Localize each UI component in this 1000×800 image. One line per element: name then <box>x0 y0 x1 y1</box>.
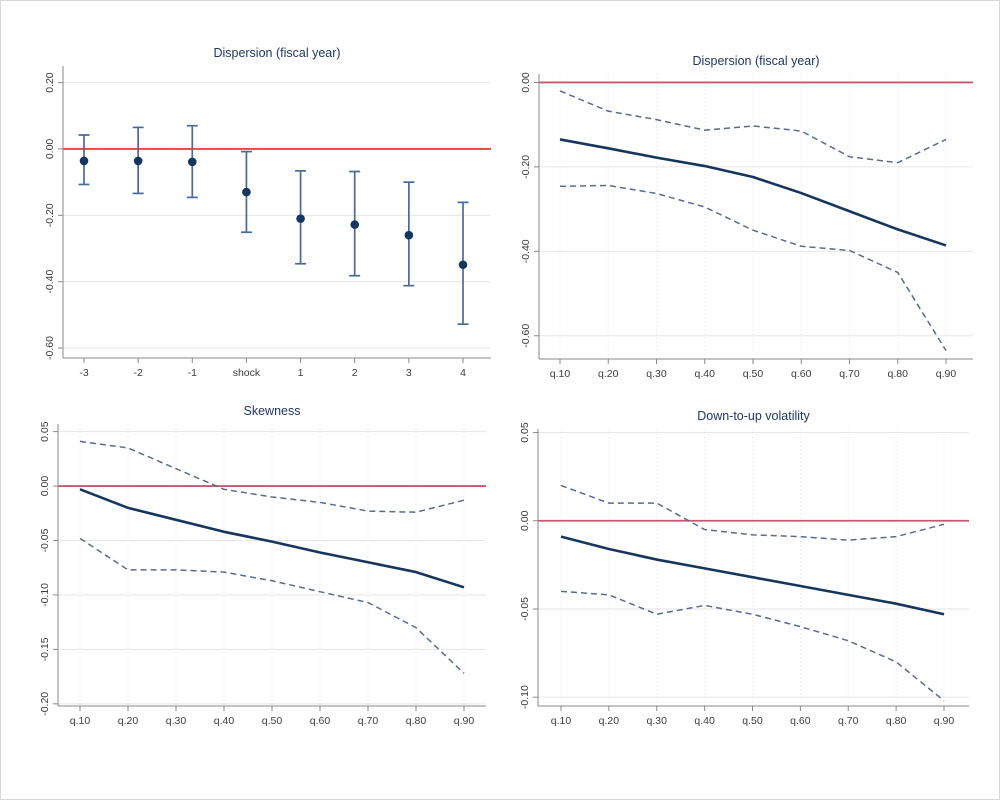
svg-text:q.50: q.50 <box>742 715 763 727</box>
svg-text:q.10: q.10 <box>551 715 572 727</box>
chart-dispersion-event-study: 0.20 0.00 -0.20 -0.40 -0.60 -3 -2 -1 shock 1 2 3 4 <box>44 66 491 379</box>
svg-text:q.90: q.90 <box>454 715 475 727</box>
svg-text:q.20: q.20 <box>118 715 139 727</box>
svg-text:0.00: 0.00 <box>519 510 531 531</box>
panel-grid: Dispersion (fiscal year) 0.20 0.00 -0.20 -0… <box>1 41 999 761</box>
panel-dispersion-event-study: Dispersion (fiscal year) 0.20 0.00 -0.20 -0… <box>1 41 501 401</box>
svg-text:-0.05: -0.05 <box>39 528 51 552</box>
chart-title-down-to-up-volatility: Down-to-up volatility <box>697 409 810 423</box>
svg-text:q.40: q.40 <box>214 715 235 727</box>
svg-text:-0.10: -0.10 <box>39 583 51 607</box>
svg-text:-0.20: -0.20 <box>44 203 56 227</box>
chart-down-to-up-volatility: 0.05 0.00 -0.05 -0.10 q.10 q.20 q.30 q.40 q.50 q.… <box>519 422 969 727</box>
svg-text:-0.05: -0.05 <box>519 597 531 621</box>
svg-text:1: 1 <box>298 367 304 379</box>
svg-text:q.40: q.40 <box>695 368 716 380</box>
svg-text:-2: -2 <box>133 367 142 379</box>
svg-text:q.10: q.10 <box>70 715 91 727</box>
svg-text:-0.10: -0.10 <box>519 685 531 709</box>
svg-text:q.90: q.90 <box>936 368 957 380</box>
svg-text:0.00: 0.00 <box>39 476 51 497</box>
svg-text:q.60: q.60 <box>310 715 331 727</box>
svg-text:q.70: q.70 <box>358 715 379 727</box>
svg-text:q.10: q.10 <box>550 368 571 380</box>
svg-text:q.60: q.60 <box>791 368 812 380</box>
svg-text:-3: -3 <box>79 367 88 379</box>
svg-text:0.20: 0.20 <box>44 72 56 93</box>
svg-text:-0.20: -0.20 <box>39 692 51 716</box>
chart-dispersion-quantiles: 0.00 -0.20 -0.40 -0.60 q.10 q.20 q.30 q.40 q.50 q… <box>520 72 973 380</box>
svg-text:q.30: q.30 <box>166 715 187 727</box>
svg-text:q.70: q.70 <box>839 368 860 380</box>
chart-title-dispersion-quantiles: Dispersion (fiscal year) <box>692 54 820 68</box>
svg-text:0.05: 0.05 <box>519 422 531 443</box>
svg-text:0.00: 0.00 <box>520 72 532 93</box>
svg-text:q.80: q.80 <box>886 715 907 727</box>
svg-text:4: 4 <box>460 367 466 379</box>
panel-dispersion-quantiles: Dispersion (fiscal year) 0.00 -0.20 -0.40 -… <box>501 41 999 401</box>
svg-text:q.40: q.40 <box>694 715 715 727</box>
chart-title-dispersion-event-study: Dispersion (fiscal year) <box>213 46 341 60</box>
svg-text:q.20: q.20 <box>599 715 620 727</box>
chart-title-skewness: Skewness <box>243 404 301 418</box>
svg-text:q.50: q.50 <box>262 715 283 727</box>
svg-text:q.90: q.90 <box>934 715 955 727</box>
panel-down-to-up-volatility: Down-to-up volatility 0.05 0.00 -0.05 -0.10… <box>501 401 999 761</box>
svg-text:q.80: q.80 <box>888 368 909 380</box>
svg-text:3: 3 <box>406 367 412 379</box>
svg-text:q.30: q.30 <box>646 368 667 380</box>
svg-text:-0.60: -0.60 <box>44 336 56 360</box>
svg-text:2: 2 <box>352 367 358 379</box>
svg-text:q.30: q.30 <box>647 715 668 727</box>
chart-skewness: 0.05 0.00 -0.05 -0.10 -0.15 -0.20 q.10 q.20 q.30… <box>39 421 486 727</box>
svg-text:shock: shock <box>233 367 261 379</box>
svg-text:-0.15: -0.15 <box>39 637 51 661</box>
svg-text:q.80: q.80 <box>406 715 427 727</box>
svg-text:0.00: 0.00 <box>44 139 56 160</box>
svg-text:-0.40: -0.40 <box>520 239 532 263</box>
svg-text:q.70: q.70 <box>838 715 859 727</box>
svg-text:-1: -1 <box>188 367 197 379</box>
svg-text:q.60: q.60 <box>790 715 811 727</box>
svg-text:-0.60: -0.60 <box>520 324 532 348</box>
svg-text:q.20: q.20 <box>598 368 619 380</box>
svg-text:-0.40: -0.40 <box>44 270 56 294</box>
svg-text:-0.20: -0.20 <box>520 155 532 179</box>
svg-text:q.50: q.50 <box>743 368 764 380</box>
svg-text:0.05: 0.05 <box>39 421 51 442</box>
panel-skewness: Skewness 0.05 0.00 -0.05 -0.10 -0.15 -0.20 q.1… <box>1 401 501 761</box>
